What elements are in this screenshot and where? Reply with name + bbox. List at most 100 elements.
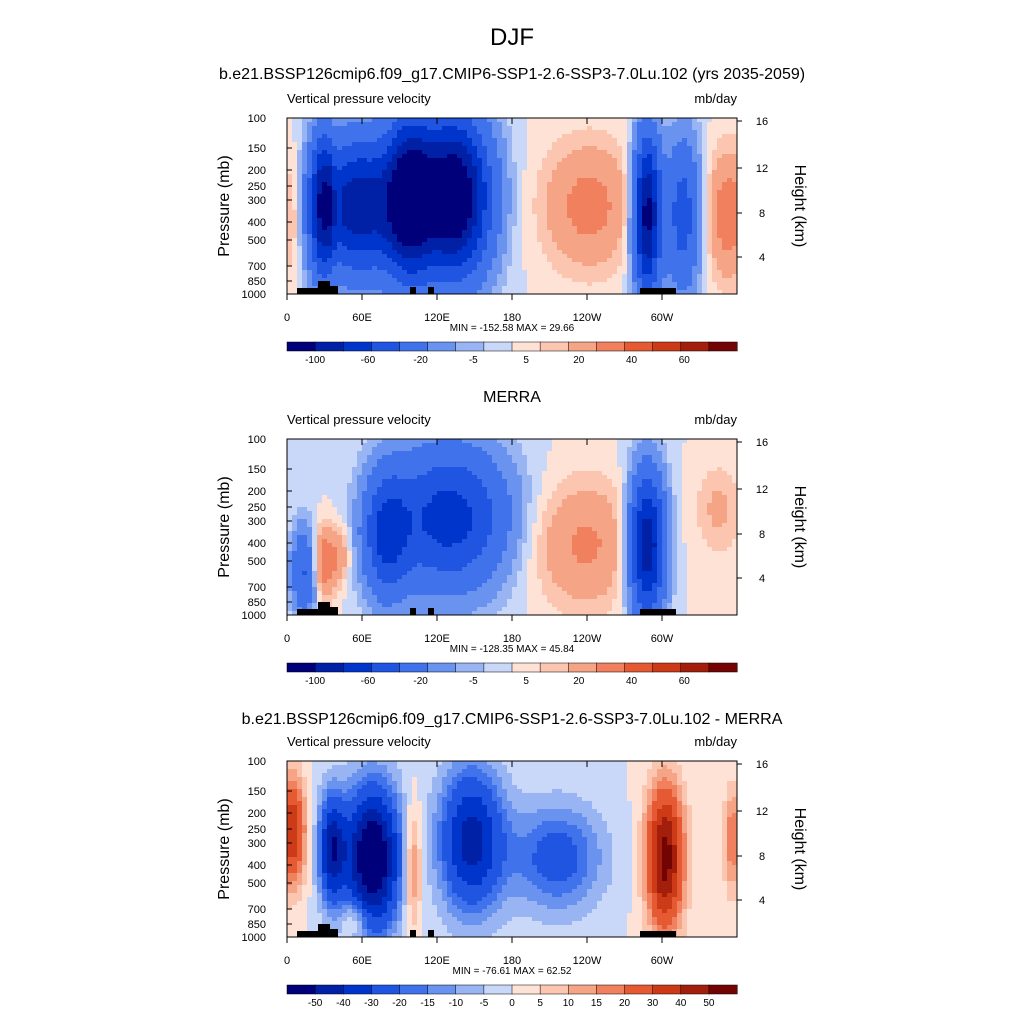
contour-cell bbox=[297, 122, 303, 127]
contour-cell bbox=[397, 254, 403, 259]
contour-cell bbox=[467, 210, 473, 215]
contour-cell bbox=[472, 142, 478, 147]
contour-cell bbox=[467, 178, 473, 183]
contour-cell bbox=[472, 246, 478, 251]
contour-cell bbox=[672, 206, 678, 211]
contour-cell bbox=[577, 138, 583, 143]
contour-cell bbox=[327, 210, 333, 215]
contour-cell bbox=[507, 178, 513, 183]
contour-cell bbox=[637, 138, 643, 143]
contour-cell bbox=[472, 170, 478, 175]
contour-cell bbox=[522, 210, 528, 215]
contour-cell bbox=[452, 443, 458, 448]
contour-cell bbox=[557, 194, 563, 199]
contour-cell bbox=[507, 286, 513, 291]
contour-cell bbox=[692, 186, 698, 191]
contour-cell bbox=[332, 178, 338, 183]
contour-cell bbox=[627, 186, 633, 191]
contour-cell bbox=[647, 130, 653, 135]
contour-cell bbox=[417, 206, 423, 211]
contour-cell bbox=[412, 198, 418, 203]
contour-cell bbox=[727, 226, 733, 231]
contour-cell bbox=[682, 278, 688, 283]
contour-cell bbox=[552, 258, 558, 263]
colorbar-box bbox=[455, 341, 485, 352]
contour-cell bbox=[582, 238, 588, 243]
contour-cell bbox=[352, 146, 358, 151]
contour-cell bbox=[677, 146, 683, 151]
contour-cell bbox=[462, 154, 468, 159]
contour-cell bbox=[612, 130, 618, 135]
contour-cell bbox=[542, 455, 548, 460]
contour-cell bbox=[612, 202, 618, 207]
contour-cell bbox=[502, 214, 508, 219]
contour-cell bbox=[367, 218, 373, 223]
contour-cell bbox=[382, 122, 388, 127]
contour-cell bbox=[727, 146, 733, 151]
contour-cell bbox=[377, 226, 383, 231]
contour-cell bbox=[472, 254, 478, 259]
contour-cell bbox=[352, 118, 358, 123]
contour-cell bbox=[727, 467, 733, 472]
contour-cell bbox=[312, 222, 318, 227]
contour-cell bbox=[557, 250, 563, 255]
contour-cell bbox=[312, 154, 318, 159]
contour-cell bbox=[572, 471, 578, 476]
contour-cell bbox=[407, 242, 413, 247]
contour-cell bbox=[307, 274, 313, 279]
contour-cell bbox=[547, 226, 553, 231]
contour-cell bbox=[287, 178, 293, 183]
contour-cell bbox=[532, 162, 538, 167]
contour-cell bbox=[527, 150, 533, 155]
contour-cell bbox=[687, 278, 693, 283]
contour-cell bbox=[442, 202, 448, 207]
contour-cell bbox=[527, 286, 533, 291]
contour-cell bbox=[467, 214, 473, 219]
contour-cell bbox=[562, 130, 568, 135]
contour-cell bbox=[622, 471, 628, 476]
contour-cell bbox=[577, 218, 583, 223]
contour-cell bbox=[502, 226, 508, 231]
contour-cell bbox=[692, 471, 698, 476]
contour-cell bbox=[452, 222, 458, 227]
contour-cell bbox=[597, 150, 603, 155]
contour-cell bbox=[487, 278, 493, 283]
contour-cell bbox=[327, 274, 333, 279]
contour-cell bbox=[387, 439, 393, 444]
contour-cell bbox=[512, 270, 518, 275]
contour-cell bbox=[352, 130, 358, 135]
contour-cell bbox=[647, 234, 653, 239]
contour-cell bbox=[482, 146, 488, 151]
contour-cell bbox=[592, 230, 598, 235]
contour-cell bbox=[582, 286, 588, 291]
contour-cell bbox=[657, 218, 663, 223]
contour-cell bbox=[642, 226, 648, 231]
contour-cell bbox=[652, 270, 658, 275]
contour-cell bbox=[687, 206, 693, 211]
contour-cell bbox=[612, 174, 618, 179]
contour-cell bbox=[292, 170, 298, 175]
contour-cell bbox=[427, 250, 433, 255]
contour-cell bbox=[397, 226, 403, 231]
contour-cell bbox=[377, 130, 383, 135]
contour-cell bbox=[422, 122, 428, 127]
contour-cell bbox=[657, 198, 663, 203]
contour-cell bbox=[657, 439, 663, 444]
contour-cell bbox=[457, 190, 463, 195]
contour-cell bbox=[527, 238, 533, 243]
contour-cell bbox=[587, 178, 593, 183]
contour-cell bbox=[422, 246, 428, 251]
contour-cell bbox=[477, 170, 483, 175]
contour-cell bbox=[497, 242, 503, 247]
contour-cell bbox=[717, 158, 723, 163]
contour-cell bbox=[547, 214, 553, 219]
contour-cell bbox=[517, 138, 523, 143]
contour-cell bbox=[562, 250, 568, 255]
contour-cell bbox=[537, 118, 543, 123]
contour-cell bbox=[592, 142, 598, 147]
contour-cell bbox=[732, 202, 738, 207]
contour-cell bbox=[582, 270, 588, 275]
contour-cell bbox=[337, 154, 343, 159]
contour-cell bbox=[477, 246, 483, 251]
contour-cell bbox=[577, 182, 583, 187]
